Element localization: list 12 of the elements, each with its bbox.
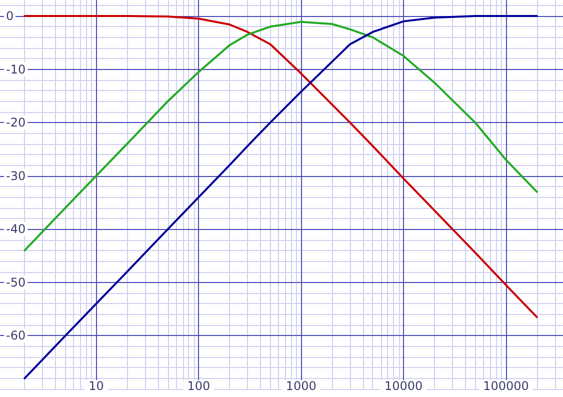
x-tick-label: 10000 — [384, 379, 423, 393]
y-tick-label: -20 — [6, 116, 26, 130]
x-tick-label: 10 — [88, 379, 104, 393]
x-tick-label: 100 — [187, 379, 210, 393]
y-tick-label: 0 — [6, 8, 14, 23]
y-tick-label: -30 — [6, 168, 26, 183]
y-tick-label: -50 — [6, 275, 26, 290]
x-tick-label: 100000 — [483, 379, 529, 393]
x-tick-label: 1000 — [286, 379, 316, 393]
y-tick-label: -40 — [6, 222, 26, 236]
y-tick-label: -10 — [6, 62, 26, 76]
y-tick-label: -60 — [6, 328, 26, 343]
